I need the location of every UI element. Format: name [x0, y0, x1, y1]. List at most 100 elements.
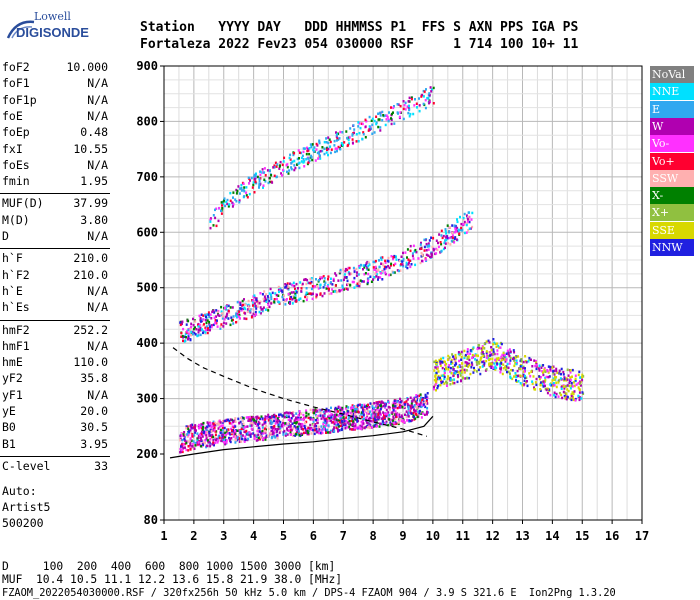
- data-point: [378, 408, 381, 411]
- data-point: [277, 419, 280, 422]
- data-point: [522, 365, 525, 369]
- data-point: [434, 381, 437, 384]
- data-point: [354, 413, 356, 416]
- data-point: [258, 182, 261, 185]
- data-point: [452, 368, 455, 371]
- data-point: [350, 407, 353, 410]
- data-point: [225, 314, 228, 317]
- x-tick-label: 3: [220, 529, 227, 543]
- data-point: [568, 384, 571, 388]
- data-point: [300, 160, 303, 163]
- auto-artist: Artist5: [2, 500, 51, 514]
- data-point: [371, 409, 374, 412]
- data-point: [418, 394, 421, 398]
- data-point: [311, 143, 314, 146]
- data-point: [382, 114, 385, 117]
- data-point: [205, 425, 208, 429]
- data-point: [294, 297, 297, 300]
- data-point: [334, 150, 337, 154]
- data-point: [355, 407, 358, 411]
- data-point: [379, 129, 382, 132]
- data-point: [328, 287, 330, 291]
- data-point: [319, 431, 322, 435]
- data-point: [255, 172, 257, 175]
- data-point: [340, 408, 343, 411]
- data-point: [556, 371, 559, 374]
- data-point: [360, 420, 363, 424]
- data-point: [342, 143, 344, 147]
- y-tick-label: 700: [136, 170, 158, 184]
- data-point: [469, 349, 472, 352]
- data-point: [377, 401, 380, 404]
- data-point: [210, 435, 213, 439]
- data-point: [404, 413, 406, 416]
- data-point: [226, 312, 229, 316]
- data-point: [520, 365, 523, 368]
- data-point: [472, 346, 475, 349]
- data-point: [348, 426, 351, 429]
- data-point: [289, 426, 292, 429]
- data-point: [337, 405, 340, 409]
- data-point: [309, 143, 312, 146]
- data-point: [305, 152, 308, 156]
- data-point: [257, 420, 260, 424]
- data-point: [432, 235, 434, 239]
- data-point: [296, 289, 299, 292]
- data-point: [374, 265, 377, 269]
- data-point: [492, 352, 495, 356]
- data-point: [424, 98, 427, 102]
- data-point: [352, 415, 355, 418]
- data-point: [375, 122, 378, 126]
- data-point: [458, 365, 461, 368]
- data-point: [282, 433, 285, 436]
- data-point: [373, 260, 376, 264]
- data-point: [382, 263, 385, 267]
- data-point: [362, 131, 365, 134]
- data-point: [293, 421, 296, 424]
- data-point: [390, 264, 392, 267]
- data-point: [499, 367, 502, 370]
- data-point: [577, 373, 580, 377]
- data-point: [365, 262, 368, 265]
- data-point: [209, 325, 212, 328]
- data-point: [483, 342, 486, 346]
- y-tick-label: 200: [136, 447, 158, 461]
- data-point: [205, 328, 207, 332]
- data-point: [567, 374, 570, 377]
- data-point: [298, 298, 300, 301]
- data-point: [189, 428, 192, 432]
- data-point: [413, 250, 416, 253]
- data-point: [327, 409, 330, 412]
- data-point: [253, 175, 256, 178]
- data-point: [519, 367, 522, 371]
- data-point: [230, 422, 233, 425]
- data-point: [441, 374, 444, 377]
- data-point: [201, 428, 204, 431]
- data-point: [282, 431, 285, 434]
- data-point: [243, 317, 246, 320]
- y-tick-label: 900: [136, 59, 158, 73]
- data-point: [271, 421, 274, 424]
- param-value: 0.48: [80, 125, 108, 140]
- data-point: [566, 368, 569, 371]
- data-point: [412, 112, 415, 116]
- data-point: [273, 413, 276, 417]
- data-point: [492, 350, 495, 354]
- data-point: [360, 425, 363, 429]
- data-point: [377, 125, 380, 129]
- data-point: [212, 309, 215, 312]
- data-point: [264, 297, 267, 300]
- data-point: [436, 386, 439, 390]
- data-point: [380, 262, 383, 265]
- data-point: [295, 412, 298, 415]
- data-point: [272, 431, 275, 434]
- data-point: [392, 413, 395, 416]
- data-point: [218, 314, 221, 317]
- data-point: [574, 374, 577, 377]
- y-tick-label: 500: [136, 281, 158, 295]
- data-point: [251, 186, 254, 189]
- data-point: [198, 423, 200, 427]
- data-point: [391, 406, 394, 409]
- data-point: [412, 411, 415, 415]
- data-point: [553, 369, 556, 373]
